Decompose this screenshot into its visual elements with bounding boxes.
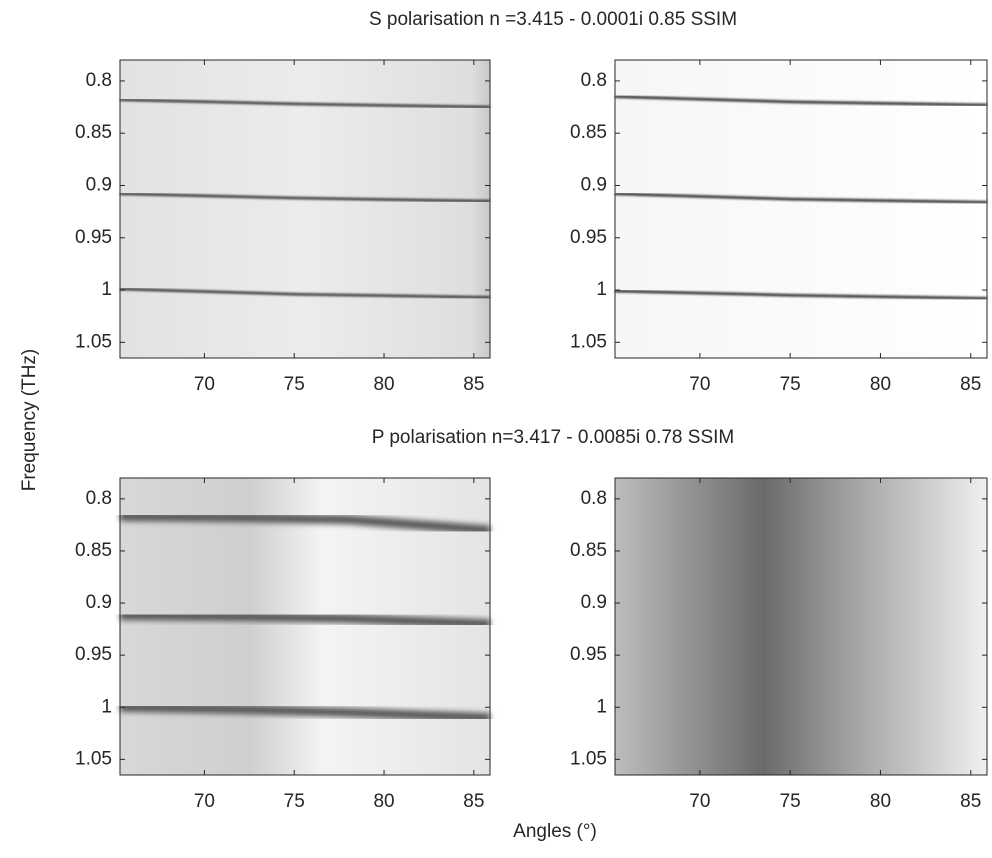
y-tick-label: 0.9 — [86, 592, 112, 613]
panel-title: S polarisation n =3.415 - 0.0001i 0.85 S… — [369, 9, 737, 30]
resonance-line — [119, 287, 491, 299]
y-tick-label: 0.85 — [75, 122, 112, 143]
resonance-line — [614, 95, 988, 107]
y-tick-label: 0.8 — [86, 70, 112, 91]
x-tick-label: 80 — [373, 791, 394, 812]
x-tick-label: 80 — [373, 374, 394, 395]
y-tick-label: 1.05 — [570, 331, 607, 352]
y-tick-label: 0.8 — [86, 488, 112, 509]
resonance-line — [119, 98, 491, 109]
y-tick-label: 0.95 — [75, 227, 112, 248]
y-tick-label: 1.05 — [75, 331, 112, 352]
y-tick-label: 1.05 — [75, 748, 112, 769]
axes-box — [614, 477, 988, 776]
y-tick-label: 1 — [101, 279, 112, 300]
x-tick-label: 85 — [960, 791, 981, 812]
y-tick-label: 1 — [101, 696, 112, 717]
axes-box — [119, 59, 491, 359]
x-tick-label: 70 — [194, 791, 215, 812]
y-tick-label: 0.95 — [570, 227, 607, 248]
plot-area — [615, 478, 987, 775]
y-tick-label: 0.9 — [581, 174, 607, 195]
y-tick-label: 0.9 — [86, 174, 112, 195]
resonance-line — [119, 611, 491, 629]
x-tick-label: 75 — [780, 374, 801, 395]
panel-title: P polarisation n=3.417 - 0.0085i 0.78 SS… — [372, 427, 734, 448]
y-tick-label: 1.05 — [570, 748, 607, 769]
plot-area — [615, 60, 987, 358]
x-tick-label: 80 — [870, 791, 891, 812]
y-tick-label: 0.85 — [570, 540, 607, 561]
y-tick-label: 0.9 — [581, 592, 607, 613]
x-tick-label: 75 — [284, 374, 305, 395]
x-tick-label: 70 — [689, 791, 710, 812]
x-tick-label: 70 — [689, 374, 710, 395]
resonance-line — [614, 192, 988, 204]
x-tick-label: 70 — [194, 374, 215, 395]
x-axis-label: Angles (°) — [513, 821, 597, 842]
resonance-line — [119, 702, 491, 723]
x-tick-label: 85 — [463, 374, 484, 395]
y-tick-label: 0.85 — [75, 540, 112, 561]
y-axis-label: Frequency (THz) — [19, 349, 40, 492]
axes-box — [119, 477, 491, 776]
resonance-line — [614, 289, 988, 300]
y-tick-label: 0.8 — [581, 488, 607, 509]
y-tick-label: 1 — [596, 279, 607, 300]
x-tick-label: 80 — [870, 374, 891, 395]
y-tick-label: 0.85 — [570, 122, 607, 143]
x-tick-label: 75 — [780, 791, 801, 812]
x-tick-label: 75 — [284, 791, 305, 812]
x-tick-label: 85 — [463, 791, 484, 812]
y-tick-label: 0.95 — [570, 644, 607, 665]
y-tick-label: 0.8 — [581, 70, 607, 91]
plot-area — [120, 60, 490, 358]
resonance-line — [119, 512, 491, 535]
y-tick-label: 1 — [596, 696, 607, 717]
x-tick-label: 85 — [960, 374, 981, 395]
axes-box — [614, 59, 988, 359]
y-tick-label: 0.95 — [75, 644, 112, 665]
resonance-line — [119, 192, 491, 203]
